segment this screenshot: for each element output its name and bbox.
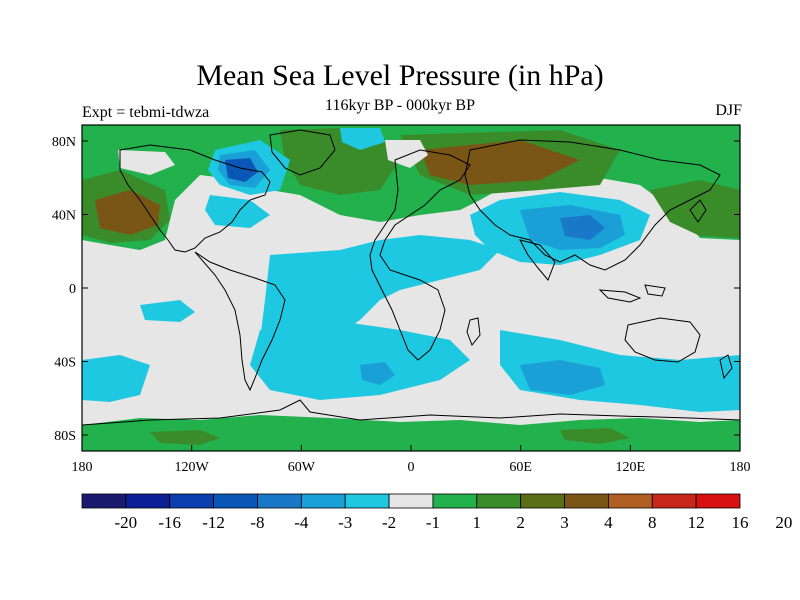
lon-tick-label: 120W [175,460,210,475]
colorbar-label: 1 [473,513,482,532]
alaska-neutral [118,150,175,175]
colorbar-label: -12 [202,513,225,532]
lon-tick-label: 180 [730,460,751,475]
lat-tick-label: 80S [54,429,76,444]
coast-asia [464,139,721,271]
lat-tick-label: 0 [69,282,76,297]
colorbar-label: 12 [688,513,705,532]
coast-new-zealand [719,354,733,380]
colorbar-label: 16 [732,513,749,532]
coast-madagascar [466,317,481,346]
lon-tick-label: 60W [288,460,316,475]
lat-tick-label: 80N [52,135,76,150]
south-atlantic-low [250,320,470,400]
colorbar-swatch [651,493,697,509]
colorbar-label: 8 [648,513,657,532]
map-field [82,125,740,451]
arctic-low-dark [225,158,258,182]
colorbar-swatch [388,493,434,509]
colorbar-label: -3 [338,513,352,532]
coast-indonesia [598,284,666,303]
chart-title: Mean Sea Level Pressure (in hPa) [196,59,604,92]
coast-north-america [119,144,271,253]
season-label: DJF [715,102,742,119]
colorbar-label: -2 [382,513,396,532]
experiment-label: Expt = tebmi-tdwza [82,104,210,121]
north-pacific-brown [95,190,160,235]
colorbar-label: 4 [604,513,613,532]
lon-tick-label: 180 [72,460,93,475]
coast-japan [689,199,707,223]
east-asia-high [650,180,740,238]
indian-ocean-low-dark [520,360,605,395]
colorbar-labels: -20 -16 -12 -8 -4 -3 -2 -1 1 2 3 4 8 12 16 20 [115,513,793,532]
colorbar-swatch [81,493,127,509]
colorbar-swatch [608,493,653,509]
lon-tick-label: 120E [616,460,646,475]
arctic-cyan-patch [340,128,385,150]
colorbar-label: -1 [426,513,440,532]
colorbar-label: 3 [560,513,569,532]
antarctic-positive-band [82,415,740,451]
colorbar-swatch [169,493,215,509]
colorbar-swatch [125,493,171,509]
colorbar-swatch [344,493,390,509]
colorbar-label: 20 [775,513,792,532]
colorbar-swatch [564,493,609,509]
coast-australia [624,317,701,363]
colorbar-swatch [695,493,741,509]
central-pacific-low [140,300,195,322]
antarctic-positive-mid [150,428,630,445]
coast-india [519,239,556,281]
north-sea-neutral [385,140,428,168]
colorbar-swatch [257,493,302,509]
colorbar-label: -4 [294,513,309,532]
longitude-ticks: 180 120W 60W 0 60E 120E 180 [72,445,751,475]
lon-tick-label: 60E [509,460,532,475]
colorbar-swatch [520,493,565,509]
colorbar-swatch [300,493,346,509]
colorbar-label: -16 [158,513,181,532]
colorbar-swatch [476,493,522,509]
coast-antarctica [82,399,740,426]
coast-south-america [194,251,286,392]
eurasia-brown [420,140,580,185]
colorbar [81,493,741,509]
coast-greenland [269,129,336,176]
coast-europe-africa [369,149,471,361]
coastlines [82,129,740,426]
south-pacific-low [82,355,150,402]
colorbar-swatch [213,493,258,509]
asia-low-dark [560,215,605,240]
latitude-ticks: 80N 40N 0 40S 80S [52,135,740,444]
colorbar-label: -20 [115,513,138,532]
colorbar-label: -8 [250,513,264,532]
colorbar-label: 2 [516,513,525,532]
lat-tick-label: 40N [52,209,76,224]
colorbar-swatch [432,493,478,509]
chart-subtitle: 116kyr BP - 000kyr BP [325,97,475,114]
lon-tick-label: 0 [408,460,415,475]
lat-tick-label: 40S [54,356,76,371]
east-canada-low [205,195,270,228]
south-atlantic-low-dark [360,362,395,385]
